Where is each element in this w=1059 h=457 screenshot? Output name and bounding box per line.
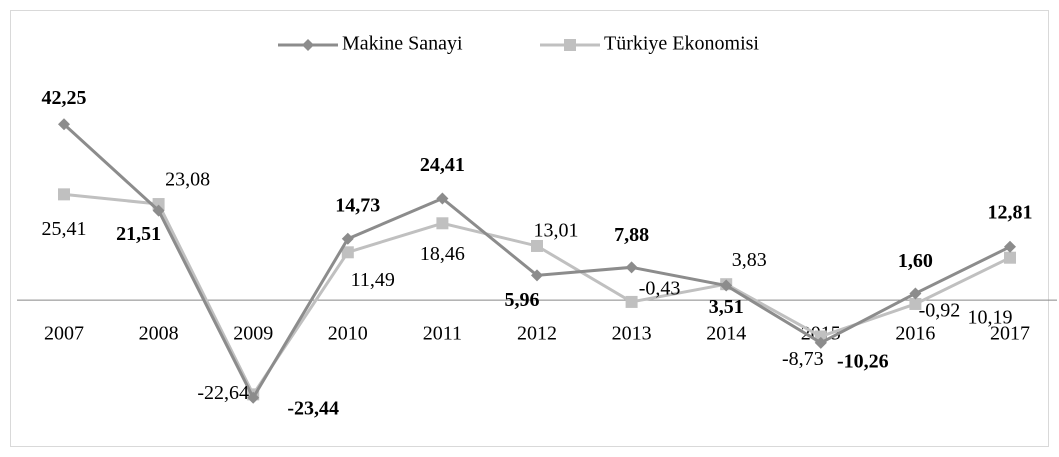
data-label: 5,96 <box>505 289 540 311</box>
marker <box>436 192 449 205</box>
legend-label: Türkiye Ekonomisi <box>604 33 759 55</box>
marker <box>909 287 922 300</box>
data-label: 25,41 <box>42 218 87 240</box>
data-label: -22,64 <box>197 382 249 404</box>
marker <box>341 246 354 259</box>
data-label: -0,92 <box>919 300 961 322</box>
x-tick-label: 2008 <box>139 323 179 345</box>
data-label: -10,26 <box>837 350 889 372</box>
x-tick-label: 2016 <box>895 323 935 345</box>
data-label: 13,01 <box>534 220 579 242</box>
marker <box>531 269 543 282</box>
marker <box>341 232 354 245</box>
marker <box>152 204 165 217</box>
data-label: -0,43 <box>639 278 681 300</box>
x-tick-label: 2011 <box>423 323 462 345</box>
x-tick-label: 2010 <box>328 323 368 345</box>
data-label: 18,46 <box>420 243 465 265</box>
marker <box>1004 251 1016 264</box>
marker <box>720 279 733 292</box>
marker <box>58 118 70 131</box>
marker <box>1004 240 1016 253</box>
data-label: -8,73 <box>782 348 824 370</box>
data-label: 3,51 <box>709 296 744 318</box>
data-label: 24,41 <box>420 154 465 176</box>
marker <box>302 39 314 51</box>
data-label: 14,73 <box>335 194 380 216</box>
data-label: -23,44 <box>287 397 339 419</box>
data-label: 11,49 <box>351 269 395 291</box>
x-tick-label: 2012 <box>517 323 557 345</box>
x-tick-label: 2017 <box>990 323 1030 345</box>
marker <box>531 239 543 252</box>
marker <box>625 295 638 308</box>
data-label: 42,25 <box>42 87 87 109</box>
legend-label: Makine Sanayi <box>342 33 463 55</box>
data-label: 12,81 <box>988 201 1033 223</box>
data-label: 1,60 <box>898 250 933 272</box>
data-label: 10,19 <box>968 306 1013 328</box>
chart-frame <box>10 10 1049 447</box>
data-label: 23,08 <box>165 169 210 191</box>
marker <box>909 297 922 310</box>
marker <box>814 336 827 349</box>
data-label: 21,51 <box>116 223 161 245</box>
x-tick-label: 2013 <box>612 323 652 345</box>
data-label: 7,88 <box>614 224 649 246</box>
marker <box>436 217 449 230</box>
data-label: 3,83 <box>732 249 767 271</box>
x-tick-label: 2014 <box>706 323 746 345</box>
marker <box>58 188 70 201</box>
x-tick-label: 2009 <box>233 323 273 345</box>
x-tick-label: 2007 <box>44 323 84 345</box>
marker <box>247 391 260 404</box>
marker <box>625 261 638 274</box>
marker <box>564 39 576 51</box>
